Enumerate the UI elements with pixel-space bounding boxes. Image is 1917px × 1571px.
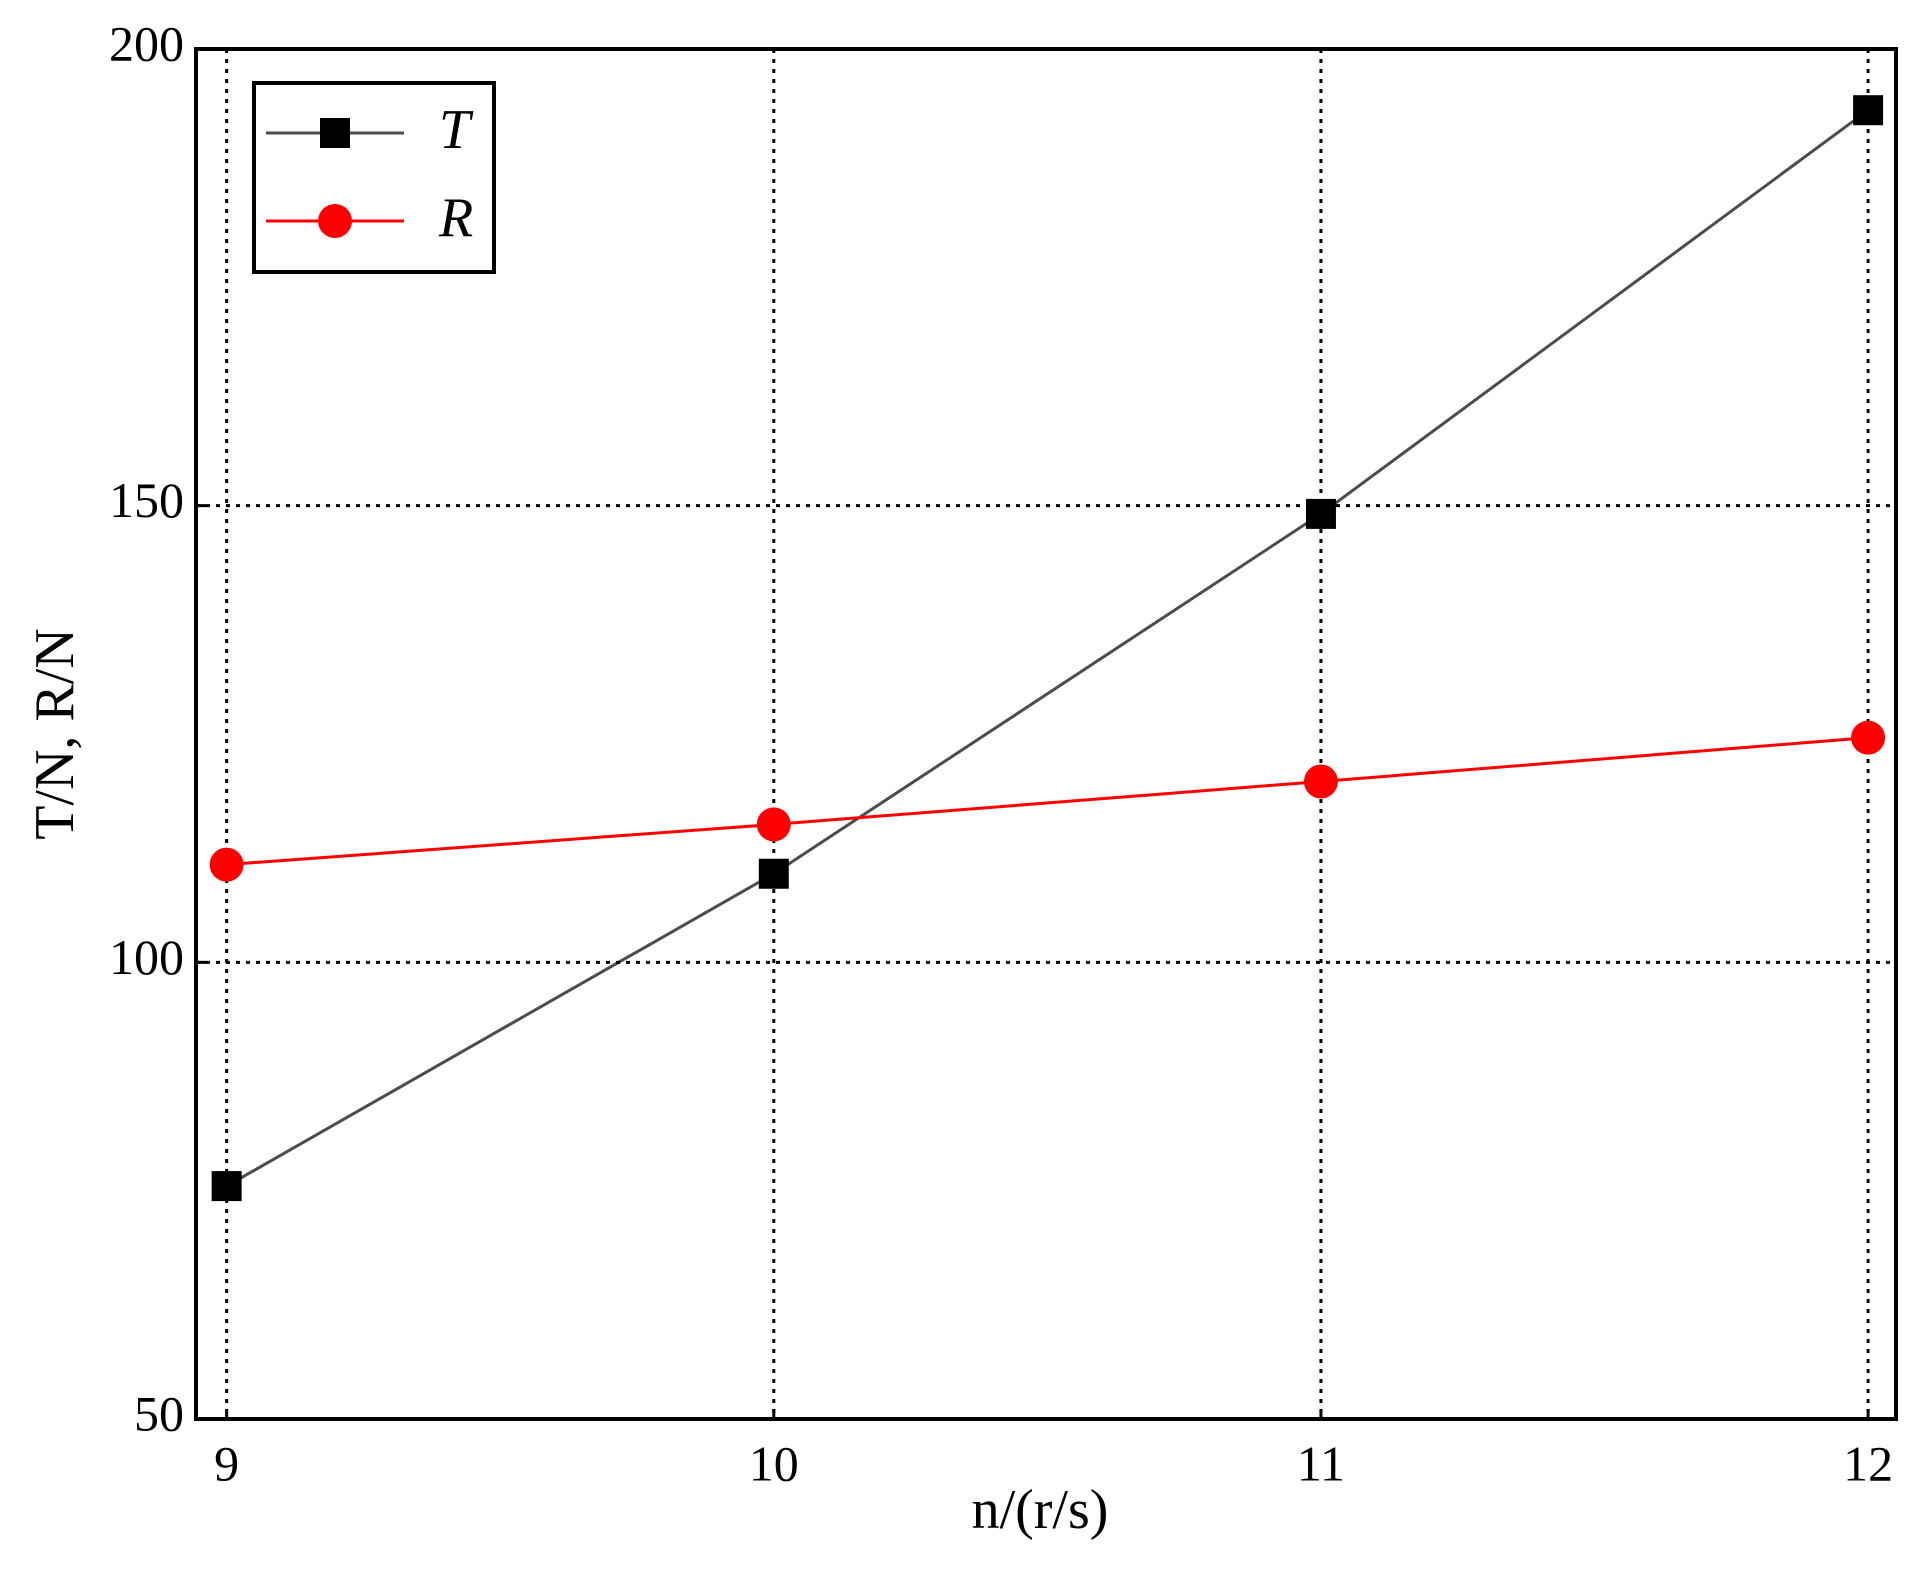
data-point xyxy=(211,1171,242,1202)
data-point xyxy=(1303,764,1338,799)
y-tick-label: 200 xyxy=(109,15,184,71)
x-tick-label: 9 xyxy=(214,1435,239,1491)
legend-label: R xyxy=(438,187,473,249)
plot-frame xyxy=(194,47,1898,1421)
series-line xyxy=(225,108,1869,1188)
legend-box xyxy=(252,81,496,274)
series-line xyxy=(226,736,1869,867)
y-tick-label: 150 xyxy=(109,472,184,528)
x-tick-label: 12 xyxy=(1843,1435,1893,1491)
data-point xyxy=(756,807,791,842)
legend-label: T xyxy=(439,99,474,161)
legend-marker xyxy=(320,118,350,148)
x-tick-label: 11 xyxy=(1297,1435,1345,1491)
y-axis-label: T/N, R/N xyxy=(24,628,86,840)
data-point xyxy=(1853,95,1884,126)
x-tick-label: 10 xyxy=(749,1435,799,1491)
data-point xyxy=(758,858,789,889)
data-point xyxy=(1305,498,1336,529)
y-tick-label: 50 xyxy=(134,1385,184,1441)
x-axis-label: n/(r/s) xyxy=(972,1479,1109,1541)
legend-marker xyxy=(318,204,352,238)
y-tick-label: 100 xyxy=(109,929,184,985)
data-point xyxy=(209,847,244,882)
data-point xyxy=(1851,720,1886,755)
